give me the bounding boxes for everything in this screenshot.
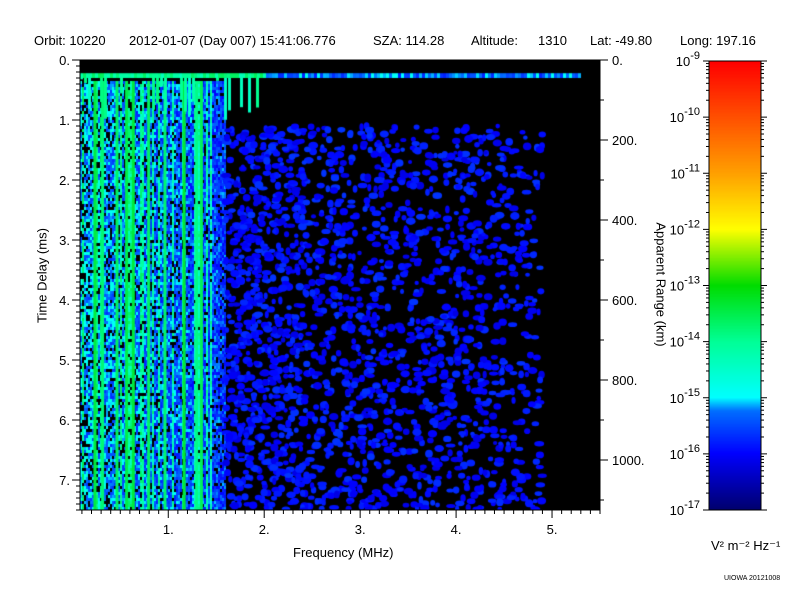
plot-frame [79,59,601,511]
colorbar-tick-label: 10-12 [670,218,700,237]
header-orbit: Orbit: 10220 [34,33,106,48]
colorbar-tick-label: 10-17 [670,499,700,518]
y-axis-label: Time Delay (ms) [34,228,50,323]
header-altitude-value: 1310 [538,33,567,48]
y-tick-label: 6. [59,413,70,428]
y-tick-label: 3. [59,233,70,248]
y-tick-label: 4. [59,293,70,308]
header-altitude-label: Altitude: [471,33,518,48]
colorbar-tick-label: 10-15 [670,387,700,406]
footer-credit: UIOWA 20121008 [724,575,781,582]
x-tick-label: 3. [355,522,366,537]
colorbar-tick-label: 10-14 [670,331,700,350]
colorbar-unit-label: V² m⁻² Hz⁻¹ [711,538,781,553]
colorbar-tick-label: 10-9 [676,50,700,69]
colorbar-frame [708,60,762,511]
y2-tick-label: 400. [612,213,637,228]
y2-axis-label: Apparent Range (km) [653,222,669,347]
colorbar-tick-label: 10-10 [670,106,700,125]
x-tick-label: 4. [451,522,462,537]
x-tick-label: 2. [259,522,270,537]
y2-tick-label: 600. [612,293,637,308]
colorbar-tick-label: 10-16 [670,443,700,462]
y-tick-label: 5. [59,353,70,368]
y2-tick-label: 1000. [612,453,645,468]
y-tick-label: 1. [59,113,70,128]
header-lat: Lat: -49.80 [590,33,653,48]
y2-tick-label: 200. [612,133,637,148]
spectrogram-image [80,60,600,510]
header-sza: SZA: 114.28 [373,33,445,48]
x-axis-label: Frequency (MHz) [293,545,394,560]
y-tick-label: 2. [59,173,70,188]
header-long: Long: 197.16 [680,33,756,48]
colorbar-tick-label: 10-11 [670,162,700,181]
y-tick-label: 0. [59,53,70,68]
colorbar-gradient [709,61,761,510]
colorbar-tick-label: 10-13 [670,275,700,294]
y2-tick-label: 800. [612,373,637,388]
x-tick-label: 1. [163,522,174,537]
y2-tick-label: 0. [612,53,623,68]
y-tick-label: 7. [59,473,70,488]
x-tick-label: 5. [547,522,558,537]
header-datetime: 2012-01-07 (Day 007) 15:41:06.776 [129,33,336,48]
